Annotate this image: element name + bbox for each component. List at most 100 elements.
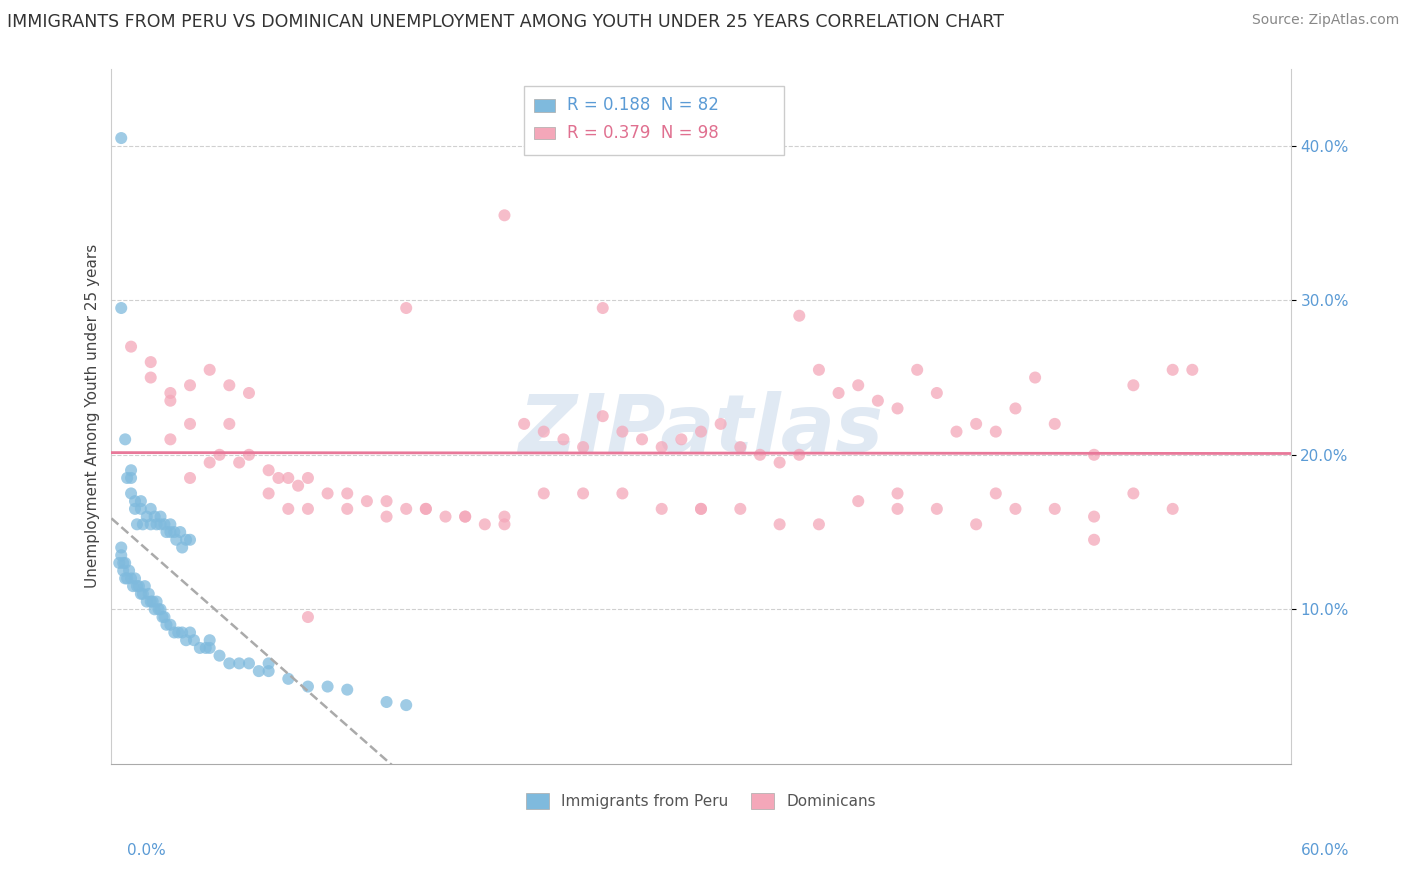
Point — [612, 425, 634, 439]
Point — [287, 479, 309, 493]
Point — [167, 625, 190, 640]
Point — [128, 579, 150, 593]
Point — [238, 448, 260, 462]
Point — [179, 471, 201, 485]
Point — [1004, 401, 1026, 416]
Point — [533, 425, 555, 439]
Point — [179, 533, 201, 547]
Point — [139, 517, 162, 532]
Point — [336, 501, 359, 516]
Point — [336, 682, 359, 697]
Point — [592, 301, 614, 315]
Point — [247, 664, 270, 678]
Point — [807, 363, 830, 377]
Point — [143, 602, 166, 616]
Legend: Immigrants from Peru, Dominicans: Immigrants from Peru, Dominicans — [520, 787, 882, 815]
Point — [139, 594, 162, 608]
Point — [114, 433, 136, 447]
Point — [139, 355, 162, 369]
Point — [120, 471, 142, 485]
Point — [690, 501, 713, 516]
Point — [122, 579, 145, 593]
Point — [125, 517, 148, 532]
Point — [198, 633, 221, 648]
Point — [807, 517, 830, 532]
Point — [218, 657, 240, 671]
FancyBboxPatch shape — [533, 99, 555, 112]
Point — [129, 587, 152, 601]
Point — [572, 440, 595, 454]
Point — [965, 517, 987, 532]
Point — [415, 501, 437, 516]
Point — [612, 486, 634, 500]
FancyBboxPatch shape — [524, 86, 783, 155]
Point — [238, 657, 260, 671]
Point — [494, 208, 516, 222]
Point — [1122, 378, 1144, 392]
Point — [474, 517, 496, 532]
Point — [257, 664, 280, 678]
Point — [1083, 509, 1105, 524]
Point — [149, 602, 172, 616]
Point — [572, 486, 595, 500]
Point — [228, 456, 250, 470]
Point — [1043, 417, 1066, 431]
Point — [110, 301, 132, 315]
Point — [513, 417, 536, 431]
Point — [179, 417, 201, 431]
Point — [375, 494, 398, 508]
Point — [257, 463, 280, 477]
Point — [208, 648, 231, 663]
Text: 60.0%: 60.0% — [1302, 843, 1350, 858]
Point — [297, 610, 319, 624]
Point — [145, 594, 167, 608]
Point — [124, 501, 146, 516]
Point — [395, 501, 418, 516]
Point — [120, 486, 142, 500]
Point — [115, 471, 138, 485]
Point — [143, 509, 166, 524]
Point — [1083, 448, 1105, 462]
Point — [277, 471, 299, 485]
Point — [198, 456, 221, 470]
Point — [434, 509, 457, 524]
Point — [183, 633, 205, 648]
Point — [1122, 486, 1144, 500]
Point — [114, 571, 136, 585]
Point — [132, 587, 155, 601]
Point — [730, 501, 752, 516]
Y-axis label: Unemployment Among Youth under 25 years: Unemployment Among Youth under 25 years — [86, 244, 100, 589]
Point — [415, 501, 437, 516]
Point — [110, 541, 132, 555]
Point — [277, 501, 299, 516]
Point — [1043, 501, 1066, 516]
Point — [866, 393, 889, 408]
Point — [115, 571, 138, 585]
Point — [149, 517, 172, 532]
Point — [159, 386, 181, 401]
Point — [1181, 363, 1204, 377]
Point — [139, 501, 162, 516]
FancyBboxPatch shape — [533, 127, 555, 139]
Point — [454, 509, 477, 524]
Point — [768, 456, 790, 470]
Point — [671, 433, 693, 447]
Point — [208, 448, 231, 462]
Point — [454, 509, 477, 524]
Point — [749, 448, 772, 462]
Point — [494, 517, 516, 532]
Point — [395, 698, 418, 712]
Point — [651, 440, 673, 454]
Point — [297, 471, 319, 485]
Point — [129, 494, 152, 508]
Point — [356, 494, 378, 508]
Point — [984, 425, 1007, 439]
Point — [846, 378, 869, 392]
Point — [827, 386, 849, 401]
Point — [125, 579, 148, 593]
Point — [152, 610, 174, 624]
Point — [375, 695, 398, 709]
Point — [120, 463, 142, 477]
Point — [163, 625, 186, 640]
Point — [277, 672, 299, 686]
